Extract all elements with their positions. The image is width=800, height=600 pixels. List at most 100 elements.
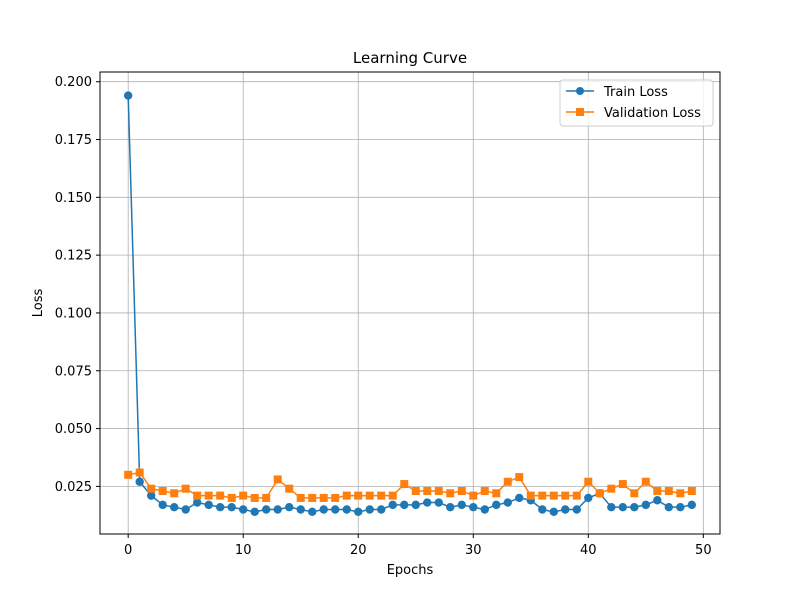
y-tick-label: 0.175 — [55, 133, 92, 148]
legend-box — [559, 79, 714, 127]
validation-loss-point — [308, 493, 317, 502]
y-tick-label: 0.025 — [55, 480, 92, 495]
train-loss-point — [549, 507, 558, 517]
validation-loss-point — [285, 484, 294, 493]
x-tick-label: 30 — [465, 543, 482, 558]
validation-loss-point — [584, 477, 593, 486]
validation-loss-point — [181, 484, 190, 493]
validation-loss-point — [446, 489, 455, 498]
validation-loss-point — [319, 493, 328, 502]
validation-loss-point — [664, 486, 673, 495]
train-loss-point — [146, 491, 156, 500]
y-tick-label: 0.050 — [55, 422, 92, 437]
train-loss-point — [561, 505, 570, 514]
validation-loss-point — [572, 491, 581, 500]
validation-loss-point — [434, 486, 443, 495]
x-tick-label: 40 — [580, 543, 597, 558]
validation-loss-point — [515, 473, 524, 482]
train-loss-point — [492, 500, 501, 510]
validation-loss-point — [193, 491, 202, 500]
train-loss-point — [331, 505, 340, 514]
validation-loss-point — [607, 484, 616, 493]
validation-loss-point — [687, 486, 696, 495]
train-loss-point — [630, 502, 639, 512]
validation-loss-point — [641, 477, 650, 486]
train-loss-point — [262, 505, 271, 514]
validation-loss-point — [423, 486, 432, 495]
validation-loss-point — [630, 489, 639, 498]
x-tick-label: 10 — [235, 543, 252, 558]
train-loss-point — [664, 502, 674, 512]
validation-loss-point — [653, 486, 662, 495]
y-tick-label: 0.150 — [55, 191, 92, 206]
validation-loss-point — [411, 486, 420, 495]
train-loss-point — [572, 505, 581, 514]
validation-loss-point — [204, 491, 213, 500]
legend-train-label: Train Loss — [603, 85, 668, 100]
train-loss-point — [365, 505, 374, 514]
train-loss-point — [135, 477, 144, 486]
train-loss-point — [181, 505, 190, 514]
train-loss-point — [457, 500, 466, 510]
train-loss-point — [446, 502, 455, 512]
x-axis-ticks: 0 10 20 30 40 50 — [124, 534, 712, 558]
train-loss-point — [169, 502, 179, 512]
validation-loss-point — [469, 491, 478, 500]
validation-loss-point — [354, 491, 363, 500]
validation-loss-point — [227, 493, 236, 502]
validation-loss-point — [331, 493, 340, 502]
train-loss-point — [434, 498, 443, 507]
train-loss-point — [239, 505, 248, 514]
train-loss-point — [158, 500, 167, 510]
x-tick-label: 50 — [695, 543, 712, 558]
y-tick-label: 0.125 — [55, 249, 92, 264]
train-loss-point — [308, 507, 317, 517]
x-tick-label: 0 — [124, 543, 132, 558]
legend-train-marker — [576, 87, 584, 95]
train-loss-point — [584, 493, 593, 503]
train-loss-point — [227, 502, 236, 512]
validation-loss-point — [296, 493, 305, 502]
train-loss-point — [607, 502, 616, 512]
validation-loss-point — [538, 491, 547, 500]
validation-loss-point — [492, 489, 501, 498]
validation-loss-point — [135, 468, 144, 477]
train-loss-point — [687, 500, 697, 510]
train-loss-point — [377, 505, 386, 514]
train-loss-point — [503, 498, 512, 507]
train-loss-point — [319, 505, 328, 514]
train-loss-point — [618, 502, 628, 512]
validation-loss-point — [239, 491, 248, 500]
series-layer — [123, 91, 697, 517]
x-tick-label: 20 — [350, 543, 367, 558]
validation-loss-point — [503, 477, 512, 486]
train-loss-point — [296, 505, 305, 514]
validation-loss-point — [457, 486, 466, 495]
y-tick-label: 0.075 — [55, 364, 92, 379]
validation-loss-point — [676, 489, 685, 498]
validation-loss-point — [342, 491, 351, 500]
train-loss-point — [285, 502, 294, 512]
validation-loss-point — [216, 491, 225, 500]
train-loss-point — [354, 507, 363, 517]
legend-validation-label: Validation Loss — [604, 106, 701, 121]
train-loss-point — [273, 505, 282, 514]
train-loss-point — [469, 502, 478, 512]
train-loss-point — [653, 496, 662, 505]
legend-validation-marker — [576, 108, 584, 116]
validation-loss-point — [595, 489, 604, 498]
train-loss-point — [192, 498, 202, 507]
train-loss-point — [400, 500, 409, 510]
grid-lines — [100, 72, 720, 534]
train-loss-point — [388, 500, 397, 510]
validation-loss-point — [480, 486, 489, 495]
train-loss-point — [123, 91, 133, 100]
train-loss-point — [204, 500, 213, 510]
validation-loss-point — [170, 489, 179, 498]
validation-loss-point — [158, 486, 167, 495]
y-axis-label: Loss — [31, 289, 46, 318]
x-axis-label: Epochs — [387, 563, 434, 578]
validation-loss-point — [561, 491, 570, 500]
validation-loss-point — [400, 480, 409, 489]
validation-loss-point — [124, 470, 133, 479]
